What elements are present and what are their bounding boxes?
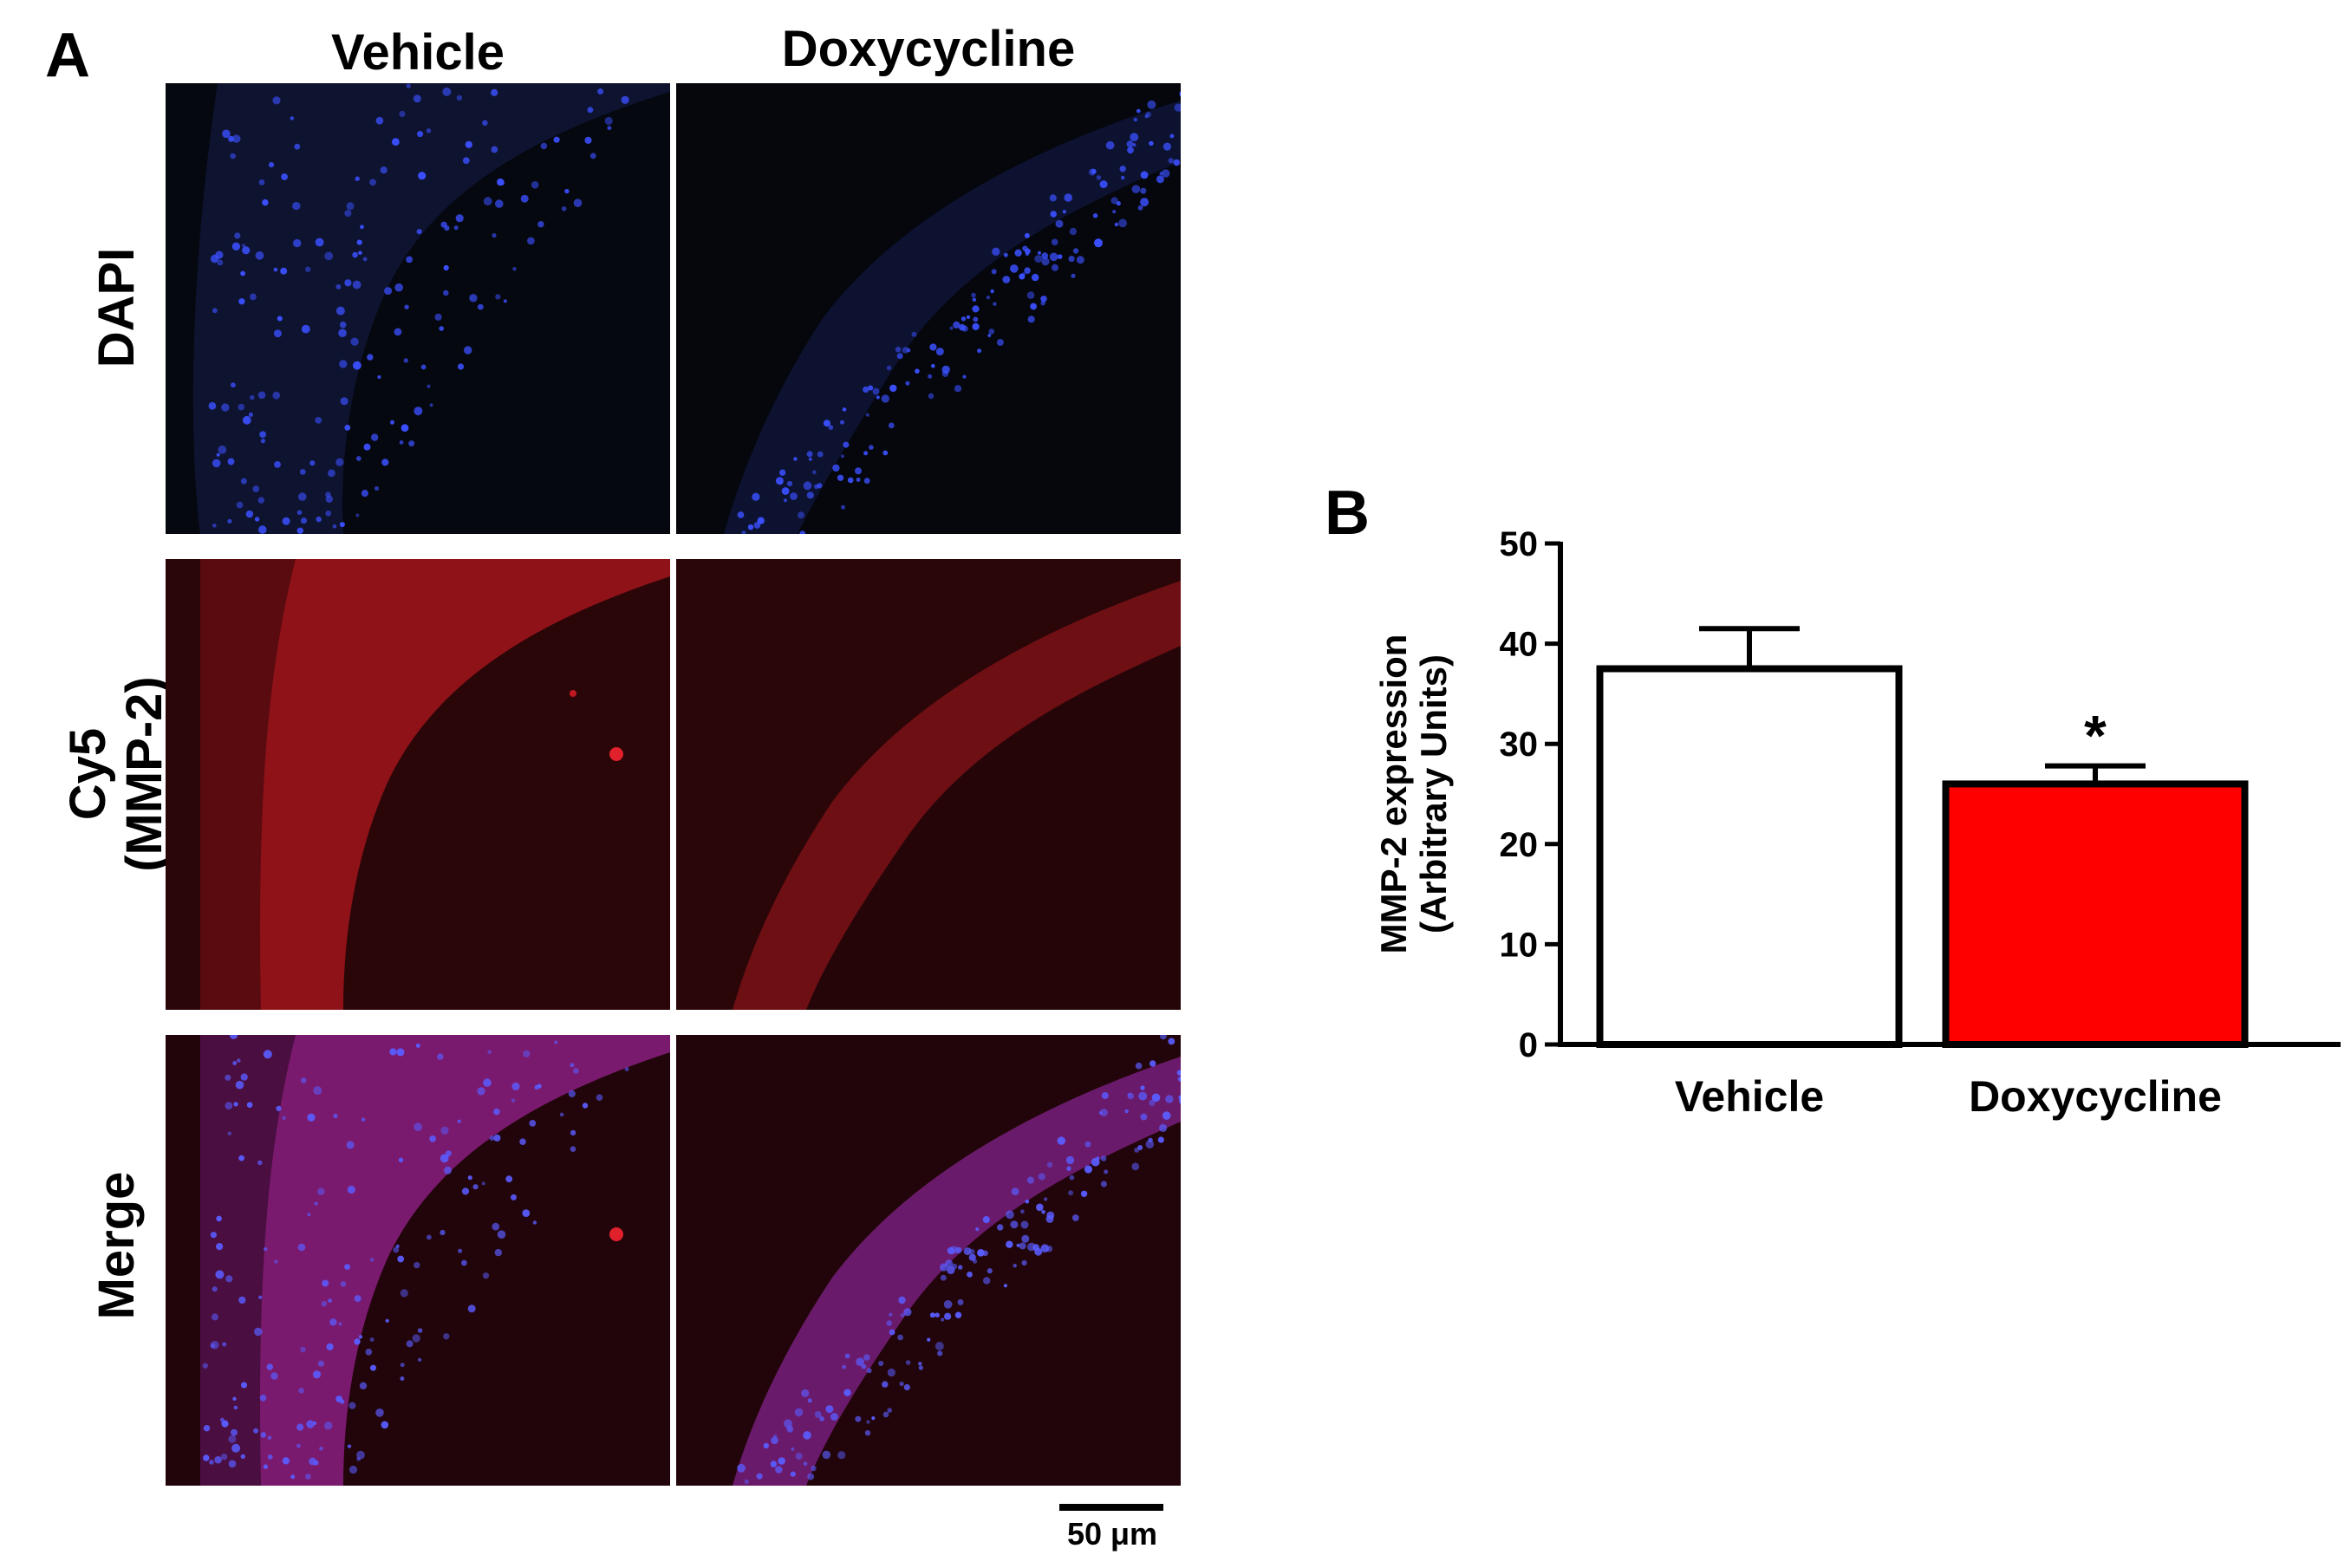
y-tick-label: 50 [1500,525,1539,563]
micrograph-vehicle-cy5 [166,559,670,1010]
row-label-cy5-line: (MMP-2) [116,676,173,872]
x-tick-label: Doxycycline [1969,1072,2222,1121]
micrograph-vehicle-merge [166,1035,670,1486]
bar-vehicle [1596,665,1903,1048]
y-axis-label: MMP-2 expression (Arbitrary Units) [1373,634,1454,954]
scale-bar-label: 50 μm [1066,1516,1158,1552]
bar-doxycycline [1942,780,2249,1048]
y-axis-label-line: (Arbitrary Units) [1413,654,1454,934]
y-tick-label: 10 [1500,926,1539,964]
row-label-cy5-line: Cy5 [60,727,117,821]
micrograph-doxycycline-merge [676,1035,1181,1486]
y-tick-label: 20 [1500,826,1539,864]
panel-a-letter: A [45,21,90,90]
y-axis-label-line: MMP-2 expression [1373,634,1414,954]
significance-marker: * [2084,704,2107,768]
x-tick-label: Vehicle [1675,1072,1824,1121]
panel-b-letter: B [1325,478,1370,548]
scale-bar [1059,1504,1163,1511]
micrograph-doxycycline-dapi [676,83,1181,534]
bar-chart: 0 10 20 30 40 50 MMP-2 expression (Arbitrary Un… [1373,525,2341,1121]
y-tick-label: 0 [1519,1026,1538,1064]
column-header-vehicle: Vehicle [331,24,505,81]
column-header-doxycycline: Doxycycline [781,21,1076,77]
micrograph-vehicle-dapi [166,83,670,534]
y-tick-label: 30 [1500,725,1539,764]
y-tick-label: 40 [1500,626,1539,664]
micrograph-doxycycline-cy5 [676,559,1181,1010]
